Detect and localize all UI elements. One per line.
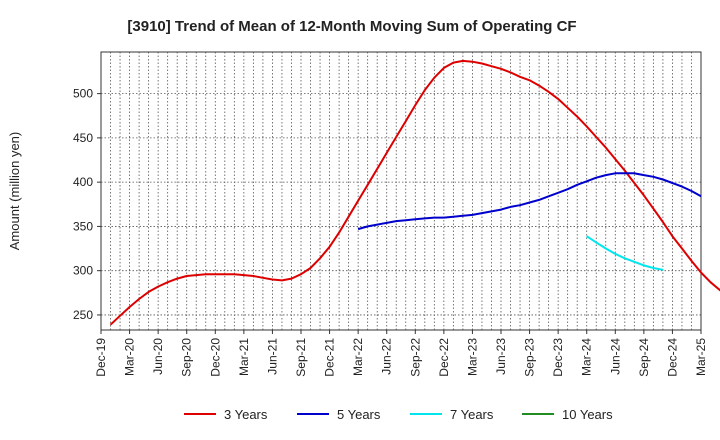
series-line-3-years: [109, 59, 720, 326]
legend-label-7-years: 7 Years: [450, 407, 494, 422]
legend: 3 Years 5 Years 7 Years 10 Years: [184, 407, 613, 422]
x-tick-label: Mar-22: [351, 338, 365, 376]
x-tick-label: Dec-19: [94, 338, 108, 377]
y-axis-label: Amount (million yen): [7, 132, 22, 251]
x-tick-label: Dec-23: [551, 338, 565, 377]
series-line-5-years: [357, 172, 702, 231]
gridlines: [101, 52, 701, 330]
y-tick-label: 450: [73, 131, 93, 145]
x-tick-label: Jun-22: [380, 338, 394, 375]
y-tick-label: 400: [73, 175, 93, 189]
x-tick-label: Sep-24: [637, 338, 651, 377]
x-tick-label: Mar-20: [123, 338, 137, 376]
x-tick-label: Mar-24: [580, 338, 594, 376]
x-tick-label: Dec-24: [665, 338, 679, 377]
x-tick-label: Sep-21: [294, 338, 308, 377]
y-tick-label: 300: [73, 264, 93, 278]
y-axis-ticks: 250 300 350 400 450 500: [73, 87, 101, 322]
x-tick-label: Mar-23: [465, 338, 479, 376]
y-tick-label: 350: [73, 219, 93, 233]
x-tick-label: Dec-20: [208, 338, 222, 377]
y-tick-label: 250: [73, 308, 93, 322]
legend-label-10-years: 10 Years: [562, 407, 613, 422]
x-tick-label: Jun-20: [151, 338, 165, 375]
x-axis-ticks: Dec-19 Mar-20 Jun-20 Sep-20 Dec-20 Mar-21 Jun-…: [94, 330, 708, 377]
x-tick-label: Dec-22: [437, 338, 451, 377]
x-tick-label: Sep-22: [408, 338, 422, 377]
x-tick-label: Dec-21: [323, 338, 337, 377]
legend-label-3-years: 3 Years: [224, 407, 268, 422]
series-lines: [109, 59, 720, 326]
x-tick-label: Mar-21: [237, 338, 251, 376]
legend-label-5-years: 5 Years: [337, 407, 381, 422]
x-tick-label: Sep-20: [180, 338, 194, 377]
chart-title: [3910] Trend of Mean of 12-Month Moving …: [127, 18, 576, 35]
plot-area: [100, 51, 702, 331]
x-tick-label: Sep-23: [523, 338, 537, 377]
x-tick-label: Mar-25: [694, 338, 708, 376]
x-tick-label: Jun-23: [494, 338, 508, 375]
y-tick-label: 500: [73, 87, 93, 101]
x-tick-label: Jun-24: [608, 338, 622, 375]
x-tick-label: Jun-21: [265, 338, 279, 375]
series-line-7-years: [586, 235, 664, 271]
